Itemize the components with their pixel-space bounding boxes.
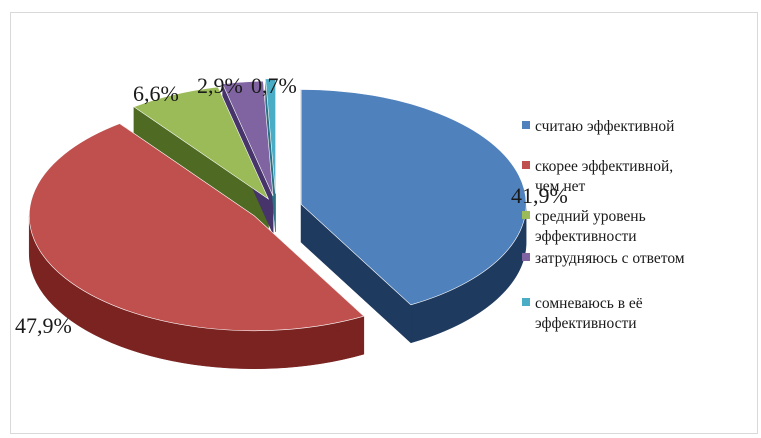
pie-tops [28,78,527,332]
slice-средний-уровень-эффективности [133,86,270,200]
data-label-средний-уровень-эффективности: 6,6% [133,81,179,106]
legend-label: затрудняюсь с ответом [535,250,685,267]
data-labels: 41,9% 47,9% 6,6% 2,9% 0,7% [15,73,568,338]
legend-item-средний-уровень-эффективности: средний уровень эффективности [522,208,646,245]
legend-swatch [522,161,530,169]
legend-item-скорее-эффективной-чем-нет: скорее эффективной, чем нет [522,158,673,195]
legend-item-считаю-эффективной: считаю эффективной [522,118,674,135]
legend-label: эффективности [535,315,637,332]
slice-скорее-эффективной-чем-нет [28,123,365,332]
chart-frame: 41,9% 47,9% 6,6% 2,9% 0,7% считаю эффективно… [10,12,758,434]
pie-chart: 41,9% 47,9% 6,6% 2,9% 0,7% считаю эффективно… [15,73,685,370]
legend-label: скорее эффективной, [535,158,673,175]
slice-side-считаю-эффективной [300,89,527,344]
legend-label: эффективности [535,228,637,245]
slice-затрудняюсь-с-ответом [222,80,274,197]
legend-label: сомневаюсь в её [535,295,643,312]
data-label-скорее-эффективной-чем-нет: 47,9% [15,313,72,338]
data-label-считаю-эффективной: 41,9% [511,183,568,208]
legend-swatch [522,121,530,129]
legend-label: средний уровень [535,208,646,225]
legend-item-затрудняюсь-с-ответом: затрудняюсь с ответом [522,250,685,267]
data-label-сомневаюсь-в-её-эффективности: 0,7% [251,73,297,98]
slice-считаю-эффективной [300,89,527,306]
data-label-затрудняюсь-с-ответом: 2,9% [197,73,243,98]
legend-label: считаю эффективной [535,118,674,135]
legend: считаю эффективной скорее эффективной, чем… [522,118,685,332]
slice-сомневаюсь-в-её-эффективности [265,78,276,194]
legend-swatch [522,211,530,219]
legend-swatch [522,298,530,306]
legend-swatch [522,253,530,261]
legend-item-сомневаюсь-в-её-эффективности: сомневаюсь в её эффективности [522,295,643,332]
legend-label: чем нет [535,178,586,195]
